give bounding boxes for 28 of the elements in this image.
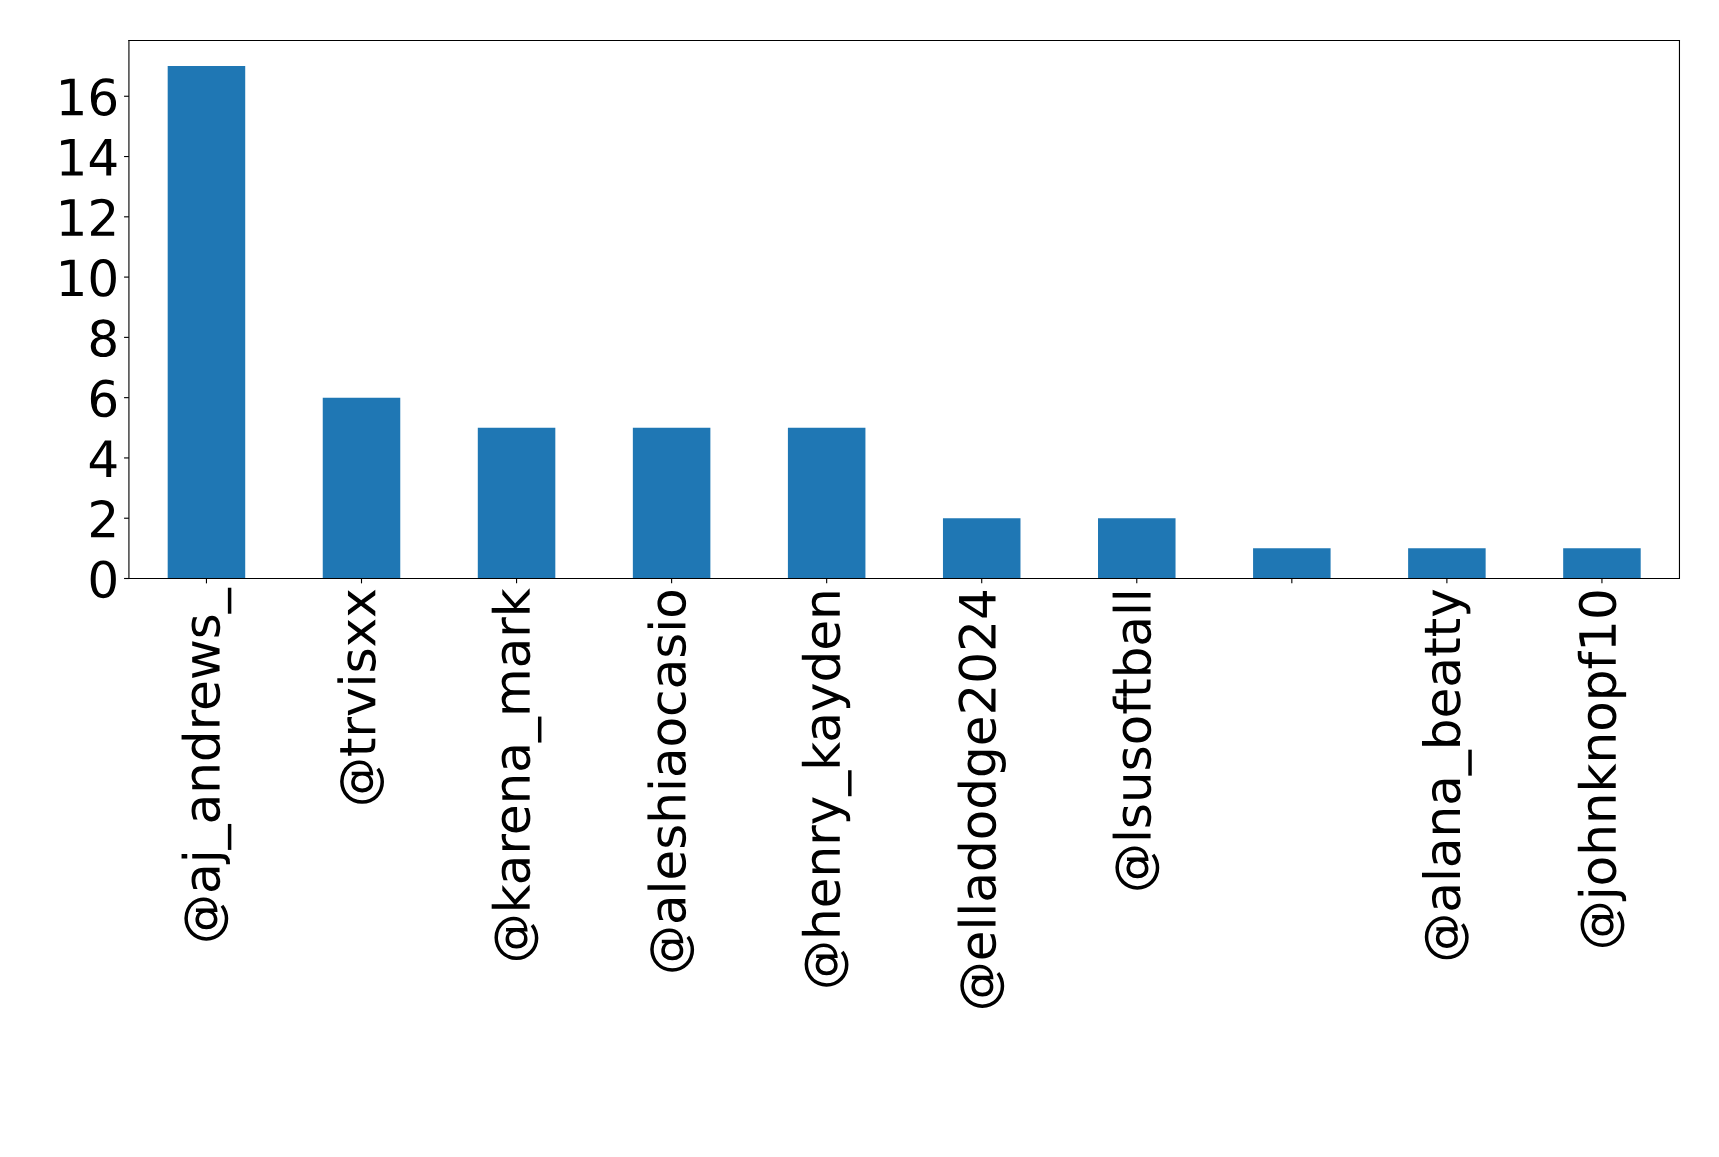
bar [942, 518, 1021, 579]
y-tick-label: 10 [61, 258, 116, 297]
bar [632, 427, 711, 579]
x-tick-label: @johnknopf10 [1577, 591, 1627, 947]
bar [322, 397, 401, 579]
x-tick-label: @karena_mark [491, 588, 542, 961]
y-tick-label: 16 [61, 78, 117, 116]
bar [787, 427, 866, 579]
x-tick-label: @alana_beatty [1421, 589, 1472, 960]
x-tick-label: @elladodge2024 [957, 591, 1006, 1008]
bar [477, 427, 556, 579]
bar [1253, 548, 1331, 579]
bar [1563, 548, 1641, 579]
x-tick-label: @lsusoftball [1112, 592, 1160, 890]
y-tick-label: 12 [61, 198, 115, 236]
y-tick-label: 14 [61, 139, 117, 176]
y-tick-label: 0 [90, 560, 116, 599]
bar [1098, 518, 1176, 579]
y-tick-label: 4 [89, 440, 117, 477]
x-tick-label: @aleshiaocasio [647, 590, 695, 972]
y-tick-label: 6 [90, 379, 117, 418]
x-tick-label: @trvisxx [337, 589, 384, 804]
y-tick-label: 2 [91, 500, 115, 538]
bar [1408, 548, 1486, 579]
x-tick-label: @henry_kayden [801, 592, 852, 987]
bar [167, 66, 246, 579]
x-tick-label: @aj_andrews_ [181, 587, 232, 941]
y-tick-label: 8 [90, 319, 116, 358]
